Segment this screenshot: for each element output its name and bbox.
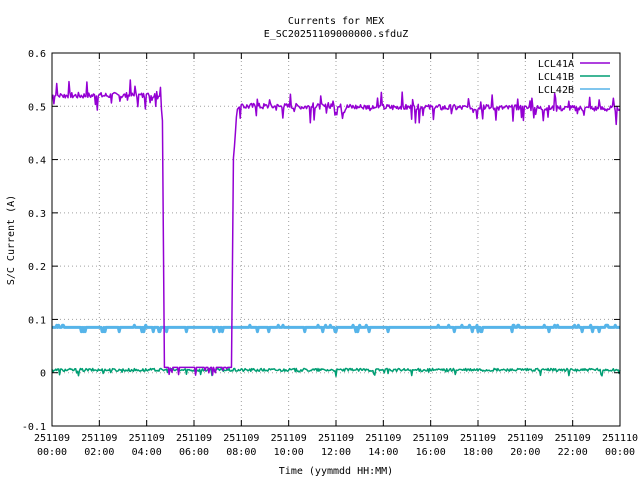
x-tick-label-time: 20:00: [510, 447, 540, 458]
x-tick-label-date: 251109: [81, 433, 117, 444]
x-tick-label-time: 02:00: [84, 447, 114, 458]
y-tick-label: 0: [40, 369, 46, 380]
legend: LCL41A LCL41B LCL42B: [538, 59, 610, 96]
y-tick-label: -0.1: [22, 422, 46, 433]
x-tick-label-date: 251109: [176, 433, 212, 444]
chart-subtitle: E_SC20251109000000.sfduZ: [264, 29, 409, 40]
x-tick-label-date: 251109: [460, 433, 496, 444]
x-tick-label-date: 251109: [507, 433, 543, 444]
series-line-lcl41a: [51, 79, 621, 376]
x-tick-label-time: 04:00: [132, 447, 162, 458]
x-tick-label-time: 18:00: [463, 447, 493, 458]
x-axis-label: Time (yymmdd HH:MM): [279, 466, 393, 477]
y-tick-label: 0.4: [28, 156, 46, 167]
x-tick-label-date: 251109: [555, 433, 591, 444]
y-tick-label: 0.6: [28, 49, 46, 60]
y-tick-label: 0.3: [28, 209, 46, 220]
x-tick-label-time: 22:00: [558, 447, 588, 458]
series-line-lcl42b: [51, 323, 621, 334]
x-tick-label-time: 14:00: [368, 447, 398, 458]
x-tick-label-time: 10:00: [274, 447, 304, 458]
legend-label-lcl42b: LCL42B: [538, 85, 574, 96]
y-tick-label: 0.2: [28, 262, 46, 273]
x-tick-label-time: 06:00: [179, 447, 209, 458]
series-area: [51, 79, 621, 378]
x-tick-label-date: 251109: [34, 433, 70, 444]
x-tick-label-date: 251110: [602, 433, 638, 444]
chart-title: Currents for MEX: [288, 16, 384, 27]
x-tick-label-date: 251109: [271, 433, 307, 444]
x-tick-label-time: 16:00: [416, 447, 446, 458]
y-axis-label: S/C Current (A): [6, 195, 17, 285]
series-line-lcl41b: [51, 367, 621, 378]
x-tick-label-time: 08:00: [226, 447, 256, 458]
x-tick-label-time: 00:00: [37, 447, 67, 458]
x-tick-label-time: 00:00: [605, 447, 635, 458]
axis-ticks: -0.1 0 0.1 0.2 0.3 0.4 0.5 0.6 251109 00:00 251109…: [22, 49, 638, 458]
x-tick-label-date: 251109: [129, 433, 165, 444]
x-tick-label-date: 251109: [318, 433, 354, 444]
x-tick-label-date: 251109: [413, 433, 449, 444]
x-tick-label-time: 12:00: [321, 447, 351, 458]
x-tick-label-date: 251109: [223, 433, 259, 444]
legend-label-lcl41b: LCL41B: [538, 72, 574, 83]
x-tick-label-date: 251109: [365, 433, 401, 444]
legend-label-lcl41a: LCL41A: [538, 59, 574, 70]
y-tick-label: 0.1: [28, 315, 46, 326]
y-tick-label: 0.5: [28, 102, 46, 113]
